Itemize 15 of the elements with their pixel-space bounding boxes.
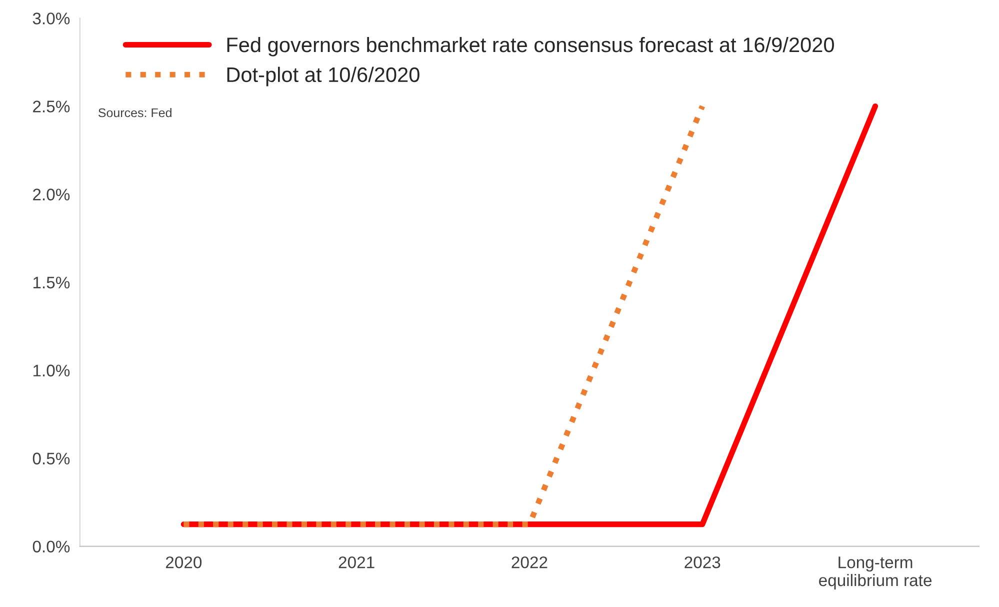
- x-tick-label: Long-term equilibrium rate: [819, 556, 932, 590]
- x-tick-label: 2021: [338, 556, 374, 568]
- legend-label: Dot-plot at 10/6/2020: [227, 66, 420, 86]
- y-tick-label: 2.5%: [33, 100, 70, 112]
- legend-label: Fed governors benchmarket rate consensus forecast at 16/9/2020: [227, 36, 834, 56]
- annotation: Sources: Fed: [98, 108, 172, 118]
- y-tick-label: 3.0%: [32, 12, 70, 24]
- y-tick-label: 0.5%: [32, 452, 70, 464]
- x-tick-label: 2020: [166, 556, 202, 568]
- y-tick-label: 0.0%: [32, 540, 70, 553]
- y-tick-label: 1.5%: [33, 276, 70, 288]
- y-tick-label: 2.0%: [33, 188, 70, 200]
- x-tick-label: 2023: [684, 556, 720, 568]
- x-tick-label: 2022: [512, 556, 548, 568]
- y-tick-label: 1.0%: [33, 364, 70, 376]
